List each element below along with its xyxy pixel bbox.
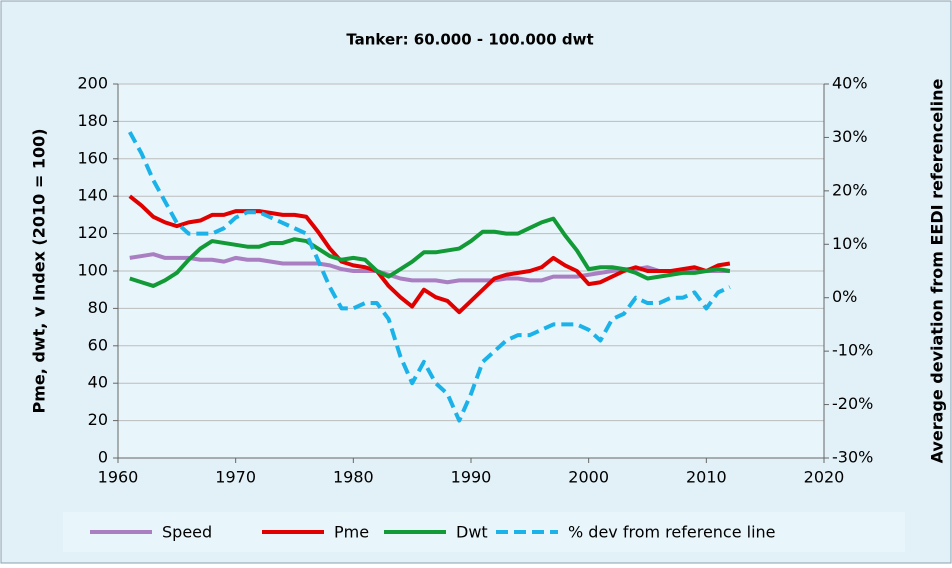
x-tick-label: 2000 (568, 468, 609, 487)
y-tick-label: 60 (88, 335, 108, 354)
y2-tick-label: 10% (832, 234, 868, 253)
y2-axis-label: Average deviation from EEDI referencelin… (928, 78, 947, 463)
y-tick-label: 20 (88, 410, 108, 429)
x-tick-label: 1960 (98, 468, 139, 487)
y-tick-label: 40 (88, 373, 108, 392)
series-line (129, 216, 731, 288)
y2-tick-label: 30% (832, 127, 868, 146)
y-tick-label: 180 (77, 111, 108, 130)
y2-tick-label: 20% (832, 180, 868, 199)
y2-tick-label: 0% (832, 287, 857, 306)
y-tick-label: 0 (98, 448, 108, 467)
y-tick-label: 200 (77, 74, 108, 93)
y2-tick-label: -10% (832, 341, 873, 360)
y2-tick-label: -30% (832, 448, 873, 467)
legend-label: Dwt (456, 523, 488, 542)
x-tick-label: 2020 (804, 468, 845, 487)
legend-label: % dev from reference line (568, 523, 776, 542)
y-axis-label: Pme, dwt, v Index (2010 = 100) (30, 128, 49, 413)
chart-title: Tanker: 60.000 - 100.000 dwt (346, 31, 593, 49)
legend (63, 512, 905, 552)
x-tick-label: 1980 (333, 468, 374, 487)
y-tick-label: 160 (77, 148, 108, 167)
y2-tick-label: 40% (832, 74, 868, 93)
y-tick-label: 120 (77, 223, 108, 242)
y-tick-label: 140 (77, 186, 108, 205)
legend-label: Pme (334, 523, 369, 542)
y2-tick-label: -20% (832, 394, 873, 413)
x-tick-label: 1970 (215, 468, 256, 487)
y-tick-label: 100 (77, 261, 108, 280)
y-tick-label: 80 (88, 298, 108, 317)
x-tick-label: 1990 (451, 468, 492, 487)
series-line (128, 131, 731, 423)
x-tick-label: 2010 (686, 468, 727, 487)
legend-label: Speed (162, 523, 212, 542)
